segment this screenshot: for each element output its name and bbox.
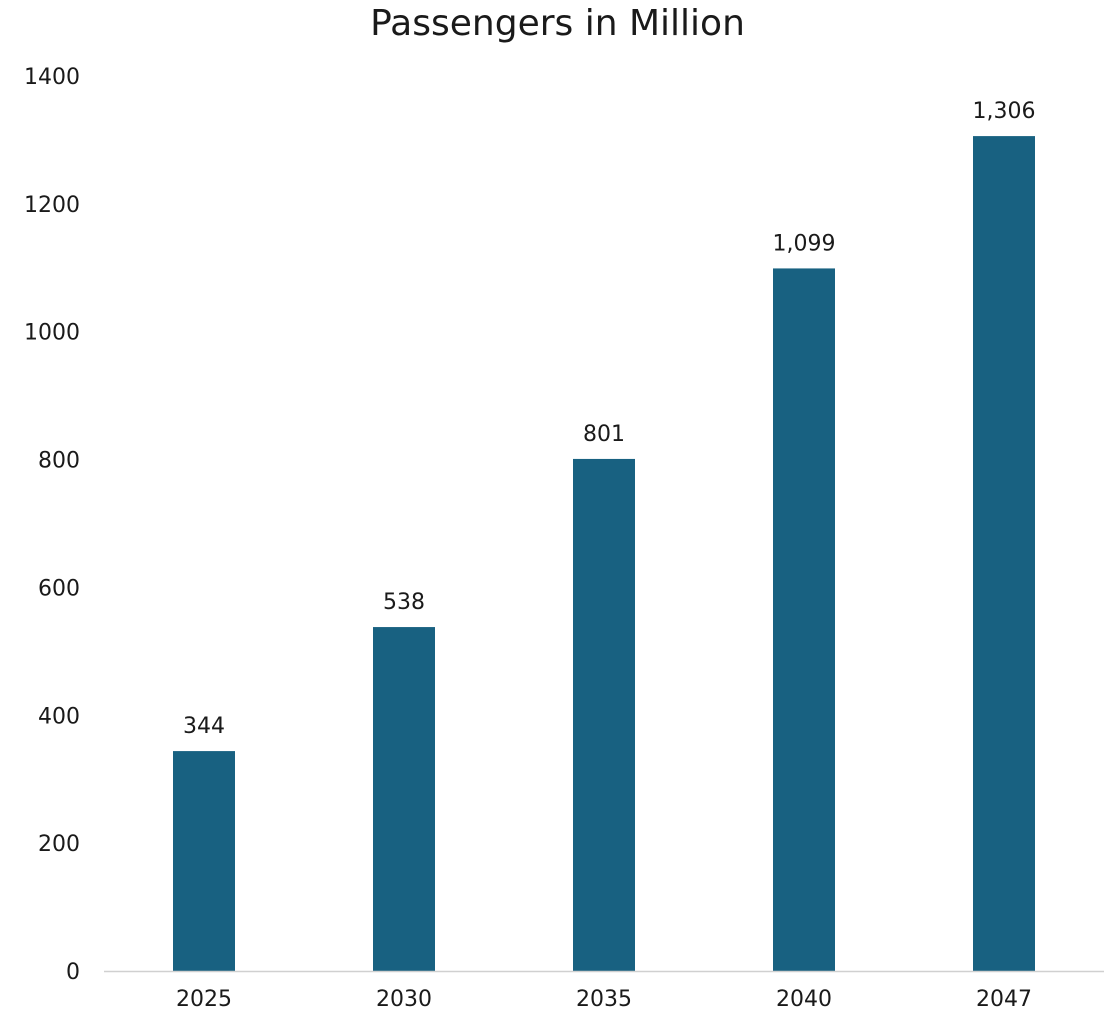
bar-2025 bbox=[173, 751, 235, 971]
y-tick-label: 400 bbox=[38, 704, 80, 729]
bar-series bbox=[173, 136, 1035, 972]
y-tick-label: 1000 bbox=[24, 321, 80, 346]
chart-title: Passengers in Million bbox=[370, 3, 745, 44]
y-tick-label: 1400 bbox=[24, 65, 80, 90]
x-tick-label: 2030 bbox=[376, 987, 432, 1012]
bar-value-label: 801 bbox=[583, 422, 625, 447]
bar-2035 bbox=[573, 458, 635, 971]
bar-value-label: 538 bbox=[383, 590, 425, 615]
bar-value-label: 1,099 bbox=[773, 231, 836, 256]
y-axis-tick-labels: 0 200 400 600 800 1000 1200 1400 bbox=[24, 65, 80, 985]
y-tick-label: 800 bbox=[38, 449, 80, 474]
x-tick-label: 2025 bbox=[176, 987, 232, 1012]
y-tick-label: 0 bbox=[66, 960, 80, 985]
y-tick-label: 600 bbox=[38, 576, 80, 601]
x-axis-tick-labels: 2025 2030 2035 2040 2047 bbox=[176, 987, 1032, 1012]
bar-value-label: 1,306 bbox=[973, 99, 1036, 124]
x-tick-label: 2035 bbox=[576, 987, 632, 1012]
bar-2040 bbox=[773, 268, 835, 971]
bar-value-label: 344 bbox=[183, 714, 225, 739]
x-tick-label: 2040 bbox=[776, 987, 832, 1012]
x-tick-label: 2047 bbox=[976, 987, 1032, 1012]
bar-value-labels: 344 538 801 1,099 1,306 bbox=[183, 99, 1035, 739]
bar-2047 bbox=[973, 136, 1035, 972]
bar-2030 bbox=[373, 627, 435, 971]
y-tick-label: 1200 bbox=[24, 193, 80, 218]
y-tick-label: 200 bbox=[38, 832, 80, 857]
